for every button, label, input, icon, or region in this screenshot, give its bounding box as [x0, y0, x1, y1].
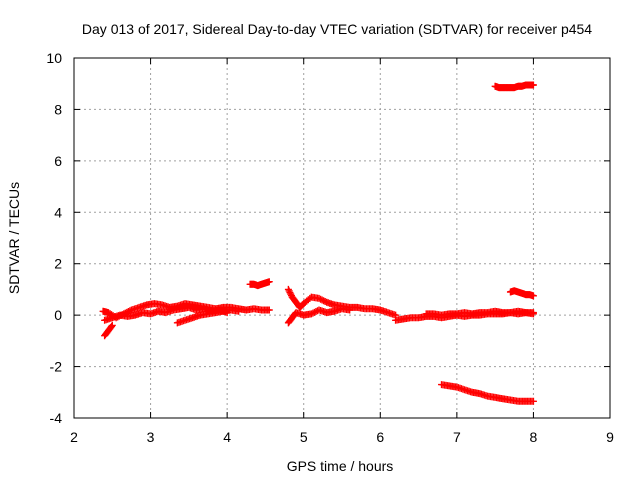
y-tick-label: -2: [50, 359, 63, 375]
series-track-e: [246, 278, 273, 290]
x-tick-label: 7: [453, 429, 461, 445]
data-point: [235, 307, 243, 315]
data-point: [312, 308, 320, 316]
x-tick-label: 9: [606, 429, 614, 445]
series-track-k: [438, 381, 537, 405]
data-point: [529, 292, 537, 300]
data-point: [306, 294, 314, 302]
data-point: [285, 287, 293, 295]
x-tick-label: 2: [70, 429, 78, 445]
data-point: [287, 290, 295, 298]
series-track-f: [284, 285, 400, 319]
data-point: [307, 310, 315, 318]
data-point: [126, 307, 134, 315]
data-marks: [99, 81, 537, 405]
y-tick-label: 8: [54, 101, 62, 117]
data-point: [346, 306, 354, 314]
data-point: [265, 278, 273, 286]
series-track-i: [422, 307, 537, 319]
data-point: [124, 308, 132, 316]
y-tick-label: -4: [50, 410, 63, 426]
data-point: [315, 294, 323, 302]
series-track-c: [101, 321, 116, 340]
y-tick-label: 0: [54, 307, 62, 323]
series-track-g: [284, 305, 354, 327]
y-tick-label: 2: [54, 256, 62, 272]
data-point: [286, 289, 294, 297]
axis-ticks: [73, 57, 611, 419]
data-point: [284, 285, 292, 293]
tick-labels: 2 3 4 5 6 7 8 9 -4 -2 0 2 4 6 8 10: [46, 50, 614, 445]
x-tick-label: 5: [300, 429, 308, 445]
series-track-d: [173, 306, 243, 327]
data-point: [529, 397, 537, 405]
data-point: [317, 295, 325, 303]
grid: [74, 58, 610, 418]
data-point: [318, 296, 326, 304]
data-point: [321, 298, 329, 306]
data-point: [108, 321, 116, 329]
data-point: [529, 81, 537, 89]
x-axis-label: GPS time / hours: [287, 458, 394, 474]
data-point: [529, 309, 537, 317]
data-point: [309, 309, 317, 317]
y-tick-label: 4: [54, 204, 62, 220]
x-tick-label: 4: [223, 429, 231, 445]
y-tick-label: 6: [54, 153, 62, 169]
data-point: [320, 297, 328, 305]
series-track-l: [491, 81, 537, 92]
x-tick-label: 8: [530, 429, 538, 445]
data-point: [123, 308, 131, 316]
data-point: [310, 308, 318, 316]
y-axis-label: SDTVAR / TECUs: [6, 182, 22, 294]
plot-frame: [73, 57, 611, 419]
x-tick-label: 6: [376, 429, 384, 445]
data-point: [265, 306, 273, 314]
data-point: [108, 322, 116, 330]
x-tick-label: 3: [147, 429, 155, 445]
series-track-j: [506, 287, 537, 300]
chart-title: Day 013 of 2017, Sidereal Day-to-day VTE…: [82, 21, 592, 37]
y-tick-label: 10: [46, 50, 62, 66]
